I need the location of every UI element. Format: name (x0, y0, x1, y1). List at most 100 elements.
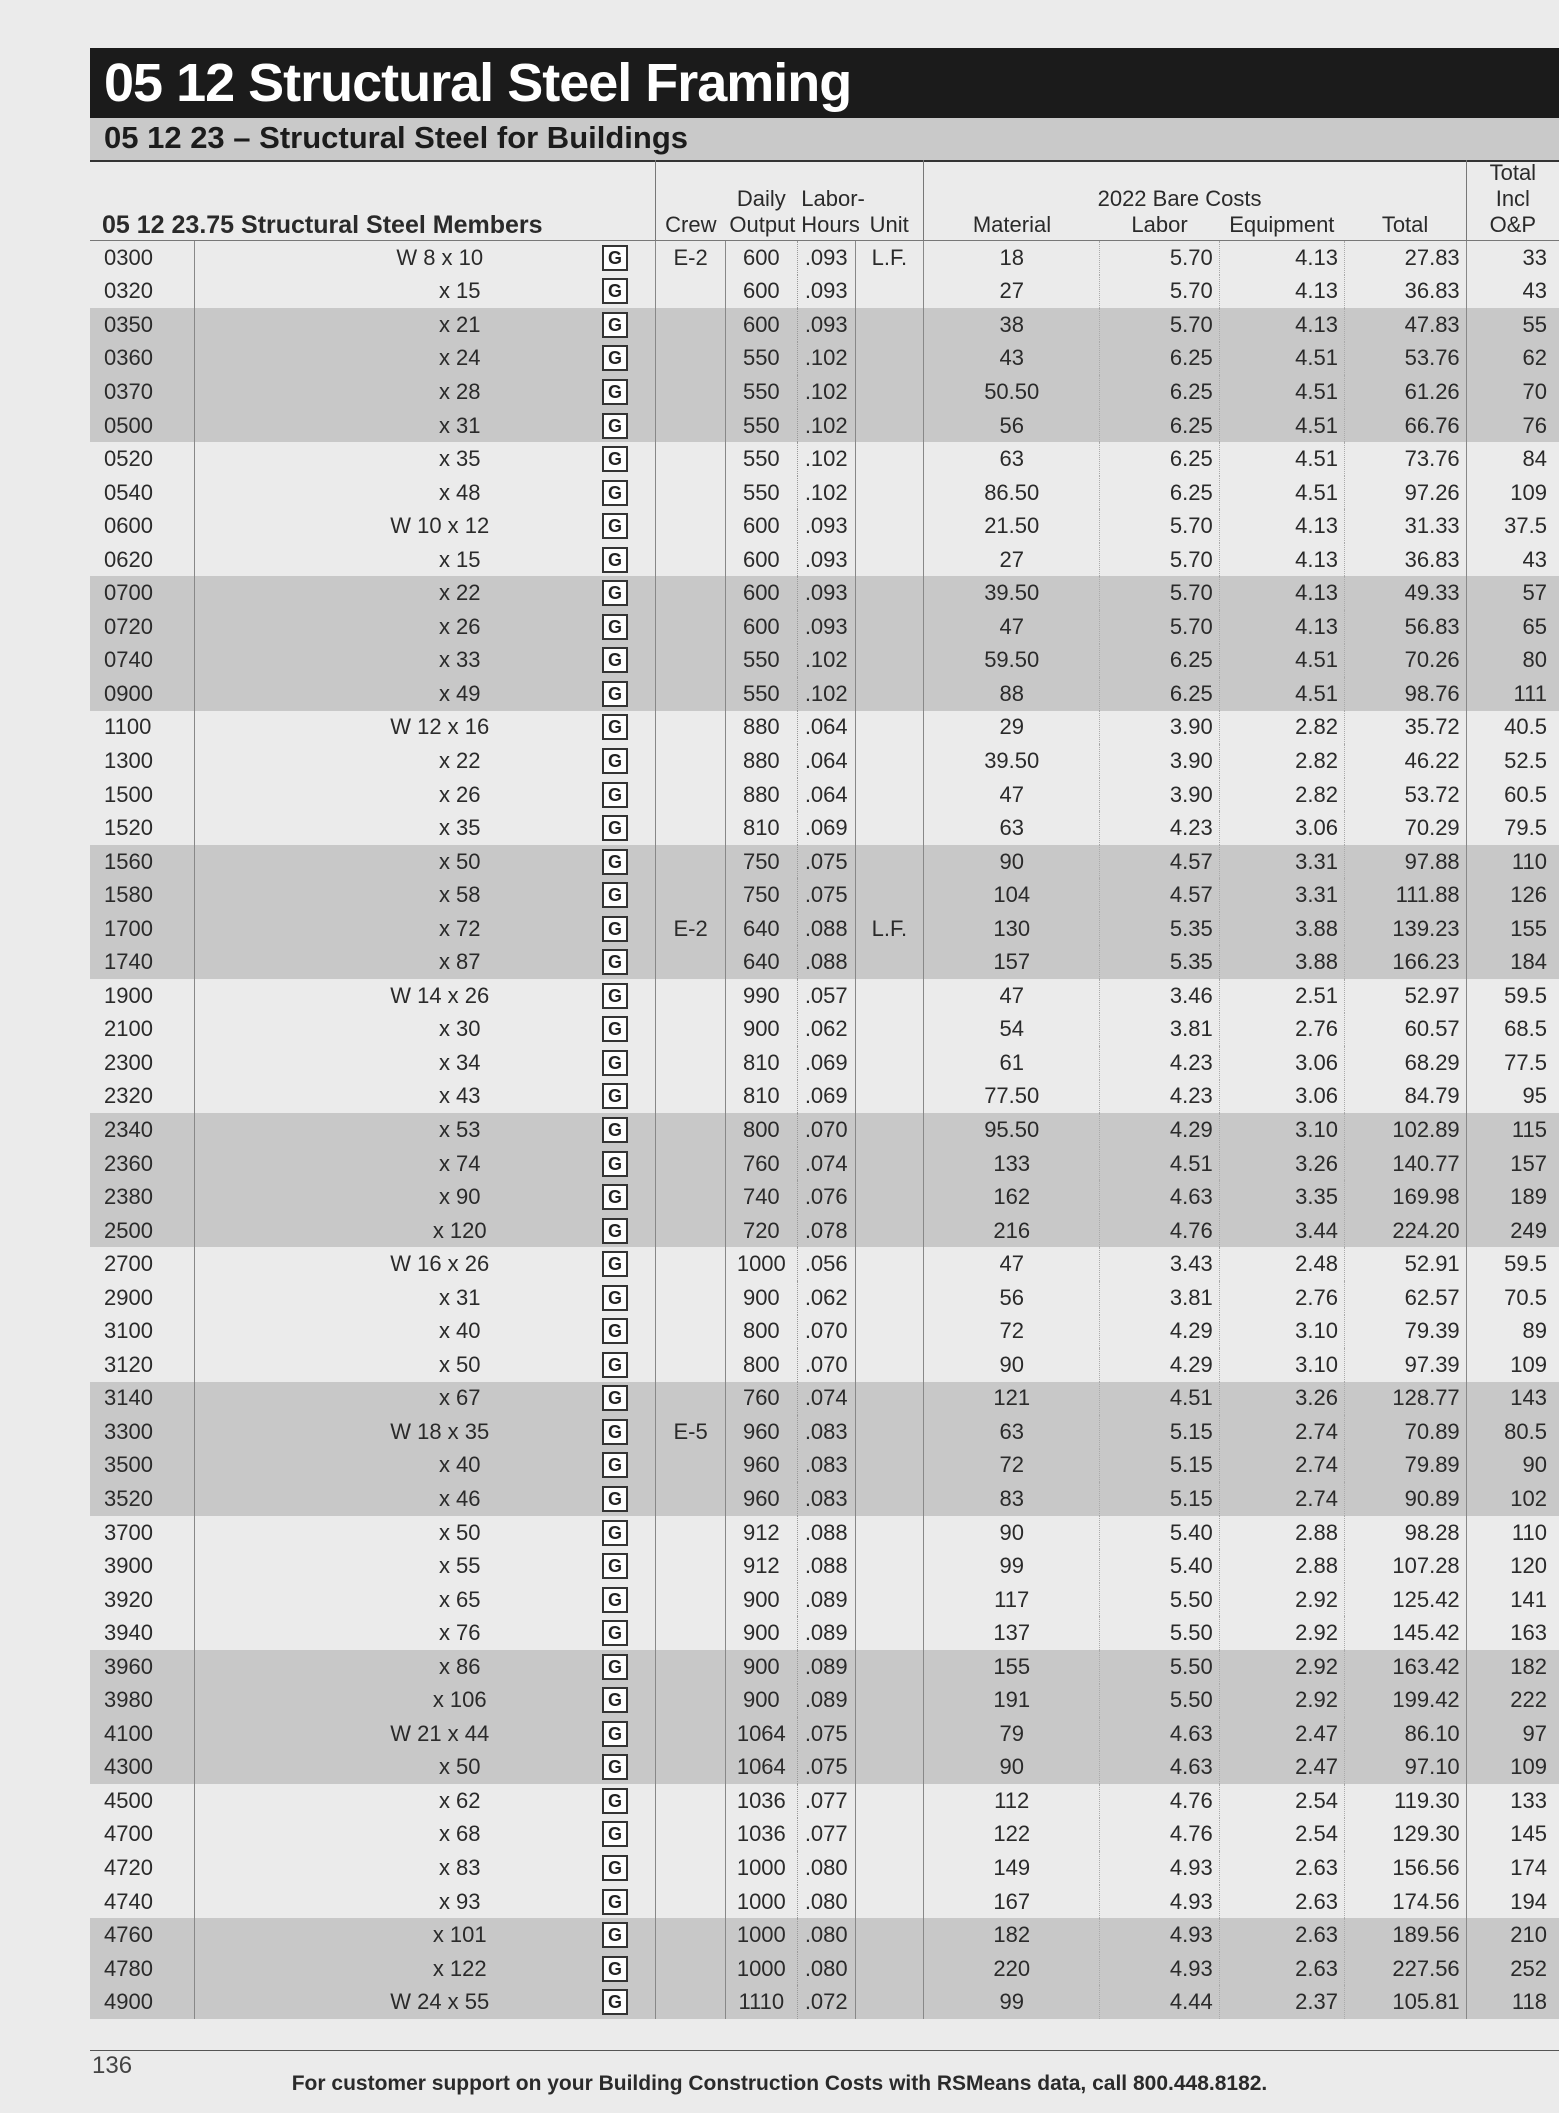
green-g-icon: G (601, 1184, 628, 1211)
cell-material-cost: 18 (923, 240, 1100, 275)
cell-total-incl-op: 115 (1465, 1113, 1559, 1147)
cell-total-cost: 36.83 (1343, 274, 1467, 309)
green-g-icon: G (601, 982, 628, 1009)
cell-line-number: 1300 (90, 744, 195, 778)
cell-green-badge: G (574, 408, 656, 443)
table-row: 2900 x 31 G 900.062 56 3.81 2.76 62.57 70.5 (90, 1280, 1559, 1315)
cell-green-badge: G (574, 1415, 656, 1449)
cell-line-number: 1740 (90, 945, 195, 980)
cell-equipment-cost: 4.51 (1218, 475, 1345, 510)
cell-total-incl-op: 37.5 (1465, 509, 1559, 543)
cell-total-cost: 125.42 (1343, 1582, 1467, 1617)
cell-material-cost: 27 (923, 274, 1100, 309)
cell-line-number: 0620 (90, 542, 195, 577)
table-row: 0350 x 21 G 600.093 38 5.70 4.13 47.83 55 (90, 308, 1559, 342)
cell-unit (854, 408, 924, 443)
cell-green-badge: G (575, 1885, 656, 1919)
cell-unit (854, 1515, 924, 1550)
cell-total-cost: 227.56 (1343, 1951, 1467, 1986)
cell-green-badge: G (574, 911, 656, 946)
col-header-daily-output: Daily Output (725, 160, 798, 241)
cell-total-incl-op: 126 (1465, 878, 1559, 912)
cell-total-incl-op: 68.5 (1465, 1012, 1559, 1047)
cell-total-cost: 105.81 (1343, 1985, 1467, 2019)
green-g-icon: G (601, 1150, 628, 1177)
cell-line-number: 2320 (90, 1079, 195, 1114)
cell-labor-cost: 4.29 (1099, 1348, 1220, 1382)
cell-total-cost: 52.97 (1343, 979, 1467, 1013)
cell-member-description: x 72 (194, 911, 575, 946)
cell-unit (854, 844, 924, 879)
cell-labor-cost: 3.90 (1099, 744, 1220, 778)
cell-total-incl-op: 182 (1465, 1649, 1559, 1684)
green-g-icon: G (601, 1452, 628, 1479)
cell-member-description: x 86 (194, 1649, 575, 1684)
cell-member-description: x 26 (194, 610, 575, 644)
green-g-icon: G (601, 1720, 628, 1747)
col-header-total: Total (1344, 160, 1467, 241)
cell-labor-hours: .078 (796, 1213, 856, 1248)
customer-support-note: For customer support on your Building Co… (291, 2072, 1268, 2095)
green-g-icon: G (601, 1418, 628, 1445)
cell-equipment-cost: 4.13 (1218, 542, 1345, 577)
green-g-icon: G (601, 1083, 628, 1110)
cell-line-number: 3960 (90, 1649, 195, 1684)
cell-total-incl-op: 55 (1465, 308, 1559, 342)
green-g-icon: G (601, 278, 628, 305)
cell-labor-cost: 3.81 (1099, 1012, 1220, 1047)
table-row: 1580 x 58 G 750.075 104 4.57 3.31 111.88 126 (90, 878, 1559, 912)
table-row: 4300 x 50 G 1064.075 90 4.63 2.47 97.10 109 (90, 1750, 1559, 1785)
cell-line-number: 4500 (90, 1784, 195, 1818)
green-g-icon: G (601, 412, 628, 439)
cell-member-description: x 122 (194, 1951, 575, 1986)
cell-labor-hours: .077 (796, 1817, 856, 1852)
cell-total-cost: 107.28 (1343, 1549, 1467, 1583)
cell-green-badge: G (574, 1750, 656, 1785)
table-row: 2100 x 30 G 900.062 54 3.81 2.76 60.57 68.5 (90, 1012, 1559, 1047)
cell-daily-output: 760 (724, 1146, 798, 1181)
cell-unit (854, 341, 924, 376)
green-g-icon: G (601, 815, 628, 842)
cell-labor-cost: 5.70 (1099, 576, 1220, 611)
cell-labor-cost: 5.50 (1099, 1582, 1220, 1617)
cell-equipment-cost: 3.44 (1218, 1213, 1345, 1248)
cell-daily-output: 1000 (724, 1884, 798, 1919)
cell-material-cost: 47 (923, 777, 1100, 812)
cell-equipment-cost: 4.51 (1218, 677, 1345, 711)
green-g-icon: G (601, 882, 628, 909)
cell-daily-output: 600 (724, 610, 798, 644)
table-row: 3500 x 40 G 960.083 72 5.15 2.74 79.89 90 (90, 1448, 1559, 1483)
cell-line-number: 0900 (90, 677, 195, 711)
cell-member-description: x 46 (194, 1482, 575, 1516)
cell-total-cost: 166.23 (1343, 945, 1467, 980)
cell-line-number: 2380 (90, 1180, 195, 1214)
cell-member-description: x 74 (194, 1146, 575, 1181)
cell-line-number: 2300 (90, 1046, 195, 1080)
cell-daily-output: 640 (724, 911, 798, 946)
cell-labor-cost: 6.25 (1099, 442, 1220, 476)
cell-member-description: x 90 (194, 1180, 575, 1214)
cell-material-cost: 43 (923, 341, 1100, 376)
cell-labor-cost: 5.40 (1099, 1549, 1220, 1583)
cell-total-cost: 36.83 (1343, 542, 1467, 577)
cell-equipment-cost: 3.10 (1218, 1314, 1345, 1349)
cell-unit (854, 945, 924, 980)
cell-unit (854, 1884, 924, 1919)
cell-green-badge: G (574, 1113, 656, 1147)
cell-labor-hours: .057 (796, 979, 856, 1013)
cell-labor-cost: 5.70 (1099, 240, 1220, 275)
cell-material-cost: 104 (923, 878, 1100, 912)
cell-unit (854, 677, 924, 711)
cell-green-badge: G (574, 677, 656, 711)
cell-line-number: 2340 (90, 1113, 195, 1147)
cell-material-cost: 50.50 (923, 375, 1100, 409)
cell-green-badge: G (575, 241, 656, 275)
cell-member-description: W 8 x 10 (396, 244, 484, 270)
cell-material-cost: 39.50 (923, 744, 1100, 778)
cell-total-cost: 97.10 (1343, 1750, 1467, 1785)
cell-crew (655, 610, 726, 644)
cell-total-cost: 70.89 (1343, 1415, 1467, 1449)
cell-member-description: x 68 (438, 1821, 481, 1847)
table-row: 3900 x 55 G 912.088 99 5.40 2.88 107.28 120 (90, 1549, 1559, 1583)
cell-labor-hours: .083 (796, 1482, 856, 1516)
